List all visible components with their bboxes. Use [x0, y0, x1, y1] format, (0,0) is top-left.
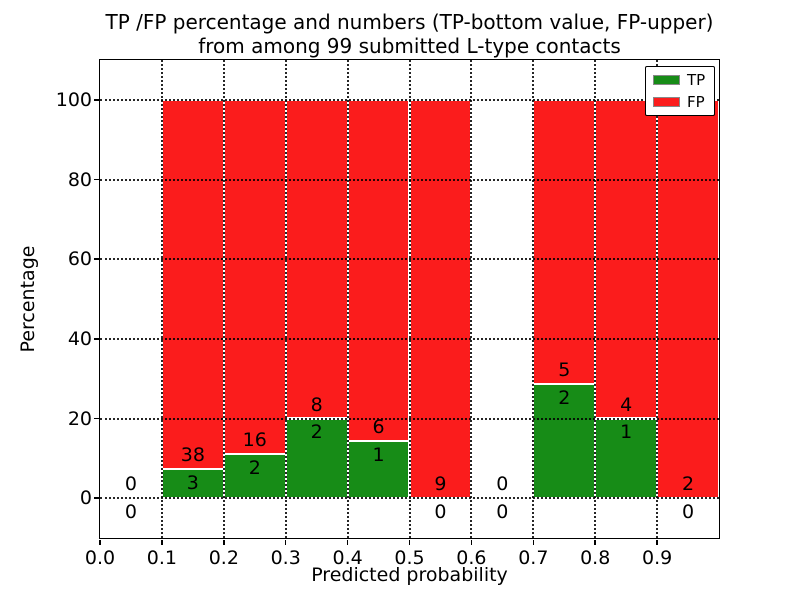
vertical-gridline: [594, 60, 597, 538]
bar-segment-fp: [409, 99, 472, 499]
y-tick-mark: [93, 178, 99, 181]
x-tick-label: 0.2: [208, 547, 239, 569]
bar-count-label-tp: 2: [248, 456, 261, 479]
legend: TP FP: [645, 66, 715, 116]
x-tick-label: 0.1: [146, 547, 177, 569]
legend-swatch-fp-icon: [653, 97, 680, 107]
x-tick-mark: [532, 539, 535, 545]
legend-swatch-tp-icon: [653, 75, 680, 85]
x-tick-mark: [223, 539, 225, 545]
bar-count-label-fp: 0: [124, 473, 137, 496]
vertical-gridline: [470, 60, 473, 538]
bar-count-label-tp: 1: [620, 421, 633, 444]
y-tick-label: 100: [55, 88, 92, 111]
bar-count-label-fp: 5: [558, 359, 571, 382]
x-tick-mark: [656, 539, 658, 545]
x-tick-label: 0.8: [580, 547, 611, 569]
x-tick-label: 0.4: [332, 547, 363, 569]
vertical-gridline: [656, 60, 659, 538]
chart-title-line2: from among 99 submitted L-type contacts: [198, 34, 621, 58]
bar-count-label-tp: 3: [186, 471, 199, 494]
y-tick-mark: [93, 497, 99, 499]
y-tick-mark: [93, 99, 99, 101]
x-tick-mark: [161, 539, 163, 545]
legend-item-tp: TP: [653, 72, 707, 88]
y-axis-label: Percentage: [17, 245, 39, 353]
x-tick-mark: [594, 539, 596, 545]
legend-item-fp: FP: [653, 94, 707, 110]
bar-count-label-fp: 16: [242, 428, 267, 451]
bar-count-label-fp: 9: [434, 473, 447, 496]
bar-count-label-tp: 2: [558, 387, 571, 410]
vertical-gridline: [408, 60, 411, 538]
bar-segment-fp: [657, 99, 719, 499]
bar-segment-fp: [223, 99, 286, 454]
y-tick-mark: [93, 417, 99, 420]
bar-segment-fp: [347, 99, 410, 442]
y-tick-mark: [93, 338, 99, 340]
chart-title: TP /FP percentage and numbers (TP-bottom…: [100, 10, 719, 58]
legend-label-tp: TP: [687, 71, 706, 89]
x-tick-label: 0.3: [270, 547, 301, 569]
bar-count-label-fp: 4: [620, 393, 633, 416]
x-tick-label: 0.9: [641, 547, 673, 569]
x-tick-label: 0.7: [518, 547, 549, 569]
vertical-gridline: [284, 60, 287, 538]
vertical-gridline: [160, 60, 163, 538]
bar-count-label-tp: 1: [372, 444, 385, 467]
x-tick-mark: [470, 539, 473, 545]
vertical-gridline: [222, 60, 225, 538]
bar-count-label-fp: 2: [682, 473, 695, 496]
y-tick-label: 80: [67, 168, 92, 191]
bar-count-label-tp: 0: [496, 501, 509, 524]
x-tick-mark: [346, 539, 349, 545]
bar-count-label-fp: 8: [310, 393, 323, 416]
y-tick-label: 0: [79, 487, 92, 510]
x-tick-label: 0.6: [456, 547, 487, 569]
x-tick-mark: [284, 539, 287, 545]
x-tick-mark: [408, 539, 411, 545]
bar-count-label-tp: 0: [434, 501, 447, 524]
bar-count-label-fp: 0: [496, 473, 509, 496]
bar-count-label-fp: 6: [372, 416, 385, 439]
legend-label-fp: FP: [687, 93, 705, 111]
vertical-gridline: [532, 60, 535, 538]
vertical-gridline: [346, 60, 349, 538]
chart-title-line1: TP /FP percentage and numbers (TP-bottom…: [105, 10, 714, 34]
y-tick-label: 40: [67, 327, 92, 350]
bar-segment-fp: [533, 99, 596, 385]
bar-count-label-tp: 0: [682, 501, 695, 524]
y-tick-mark: [93, 258, 99, 260]
x-tick-mark: [99, 539, 101, 545]
bar-count-label-tp: 0: [124, 501, 137, 524]
bar-count-label-fp: 38: [180, 444, 205, 467]
bar-segment-fp: [161, 99, 224, 469]
x-axis-label: Predicted probability: [311, 564, 508, 586]
y-tick-label: 60: [67, 248, 92, 271]
x-tick-label: 0.0: [84, 547, 116, 569]
y-tick-label: 20: [67, 407, 92, 430]
bar-count-label-tp: 2: [310, 421, 323, 444]
x-tick-label: 0.5: [394, 547, 425, 569]
